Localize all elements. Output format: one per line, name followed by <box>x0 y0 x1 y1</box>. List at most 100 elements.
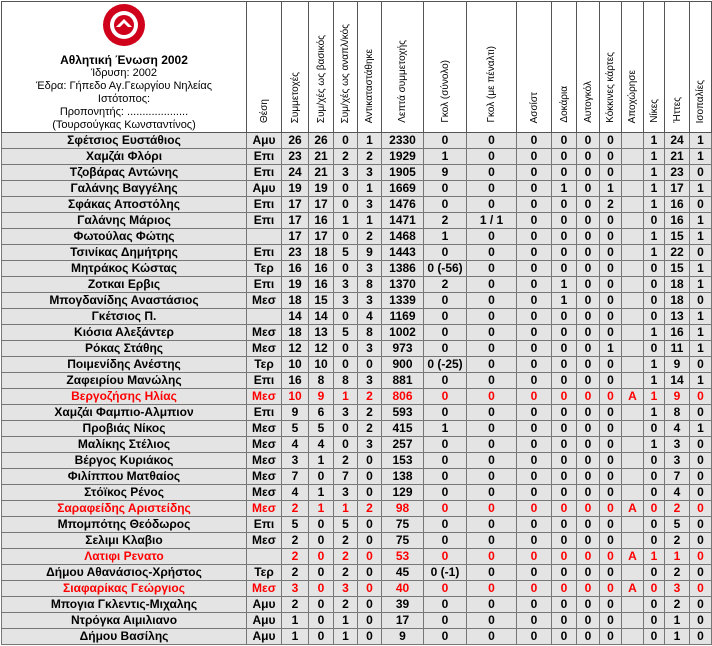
stat-cell: 0 <box>423 628 467 645</box>
stat-cell: 0 <box>357 532 382 549</box>
stat-cell: 1 <box>551 276 577 293</box>
stat-cell: 0 <box>599 388 622 405</box>
stat-cell: 1 <box>308 500 334 517</box>
stat-cell: 39 <box>381 596 424 613</box>
column-header-text: Ήττες <box>671 97 683 123</box>
stat-cell: 16 <box>308 260 334 277</box>
column-header: Αποχώρησε <box>621 1 644 133</box>
stat-cell: 0 <box>643 420 665 437</box>
stat-cell: 0 <box>599 228 622 245</box>
stat-cell: 18 <box>308 244 334 261</box>
column-header-text: Αποχώρησε <box>627 69 638 123</box>
stat-cell: 0 <box>466 196 517 213</box>
stat-cell: 0 <box>576 516 600 533</box>
stat-cell: 0 <box>466 356 517 373</box>
stat-cell: 1 <box>643 180 665 197</box>
player-row: Σελιμι Κλαβιο Μεσ 2 0 2 0 75 0 0 0 0 0 0 0 2 0 <box>1 532 712 549</box>
stat-cell: 0 <box>599 308 622 325</box>
stat-cell: 0 <box>466 484 517 501</box>
player-name: Γαλάνης Βαγγέλης <box>1 180 247 197</box>
stat-cell: 0 <box>516 340 552 357</box>
stat-cell: 0 <box>689 196 712 213</box>
stat-cell: 0 <box>689 500 712 517</box>
club-info: Αθλητική Ένωση 2002 Ίδρυση: 2002 Έδρα: Γ… <box>1 1 247 133</box>
stat-cell: 0 <box>423 548 467 565</box>
stat-cell: 19 <box>308 180 334 197</box>
stat-cell <box>621 132 644 149</box>
player-row: Σαραφείδης Αριστείδης Μεσ 2 1 1 2 98 0 0 0 0 0 0 Α 0 2 0 <box>1 500 712 517</box>
stat-cell: 153 <box>381 452 424 469</box>
column-header: Νίκες <box>643 1 665 133</box>
stat-cell: 0 <box>576 532 600 549</box>
stat-cell: 0 <box>643 452 665 469</box>
stat-cell: 17 <box>281 196 309 213</box>
stat-cell: 0 <box>516 372 552 389</box>
stat-cell: 593 <box>381 404 424 421</box>
stat-cell <box>621 484 644 501</box>
stat-cell: 0 <box>551 500 577 517</box>
stat-cell: 1 <box>333 212 358 229</box>
stat-cell: 0 <box>423 180 467 197</box>
stat-cell: 0 <box>599 404 622 421</box>
stat-cell: 0 <box>551 532 577 549</box>
stat-cell: 0 <box>423 468 467 485</box>
stat-cell: 0 <box>333 132 358 149</box>
stat-cell: 0 <box>516 452 552 469</box>
stat-cell: 1 <box>423 148 467 165</box>
stat-cell: 0 <box>689 628 712 645</box>
stat-cell: 0 <box>576 548 600 565</box>
stat-cell: 0 <box>599 372 622 389</box>
stat-cell: 16 <box>281 372 309 389</box>
stat-cell: 98 <box>381 500 424 517</box>
stat-cell: 0 <box>576 436 600 453</box>
stat-cell: 881 <box>381 372 424 389</box>
stat-cell: 40 <box>381 580 424 597</box>
stat-cell: 0 <box>551 356 577 373</box>
stat-cell: 5 <box>664 516 690 533</box>
stat-cell: 18 <box>664 292 690 309</box>
stat-cell: 0 <box>551 148 577 165</box>
stat-cell: 0 <box>308 580 334 597</box>
stat-cell: 5 <box>281 420 309 437</box>
stat-cell: 0 <box>576 260 600 277</box>
stat-cell: 1 <box>689 276 712 293</box>
stat-cell: 3 <box>333 164 358 181</box>
stat-cell: 0 <box>689 436 712 453</box>
player-row: Βέργος Κυριάκος Μεσ 3 1 2 0 153 0 0 0 0 0 0 0 3 0 <box>1 452 712 469</box>
stat-cell: 10 <box>281 388 309 405</box>
stat-cell: 4 <box>281 484 309 501</box>
stat-cell: 1929 <box>381 148 424 165</box>
stat-cell <box>621 468 644 485</box>
stat-cell: 1 <box>664 612 690 629</box>
stat-cell: 0 <box>357 356 382 373</box>
stat-cell <box>246 548 282 565</box>
player-name: Χαμζάι Φαμπιο-Αλμπιον <box>1 404 247 421</box>
stat-cell: Αμυ <box>246 628 282 645</box>
stat-cell: 2 <box>281 500 309 517</box>
stat-cell: 2 <box>281 564 309 581</box>
stat-cell: 0 <box>643 580 665 597</box>
stat-cell: 138 <box>381 468 424 485</box>
stat-cell: 0 <box>516 276 552 293</box>
stat-cell: 5 <box>281 516 309 533</box>
stat-cell <box>621 420 644 437</box>
stat-cell: 1 <box>689 132 712 149</box>
stat-cell: 3 <box>357 292 382 309</box>
club-founded: Ίδρυση: 2002 <box>90 67 158 79</box>
stat-cell: 1 <box>643 228 665 245</box>
stat-cell: 0 <box>551 132 577 149</box>
stat-cell: 0 <box>516 212 552 229</box>
stat-cell <box>621 196 644 213</box>
stat-cell: 0 <box>599 564 622 581</box>
stat-cell: 0 <box>308 612 334 629</box>
stat-cell: 0 <box>357 516 382 533</box>
stat-cell: Μεσ <box>246 500 282 517</box>
stat-cell: 0 <box>576 324 600 341</box>
stat-cell: 9 <box>664 388 690 405</box>
stat-cell: 0 <box>551 340 577 357</box>
stat-cell: 0 <box>576 388 600 405</box>
stat-cell: 1 <box>551 292 577 309</box>
stat-cell: 0 <box>333 228 358 245</box>
stat-cell: 4 <box>664 420 690 437</box>
